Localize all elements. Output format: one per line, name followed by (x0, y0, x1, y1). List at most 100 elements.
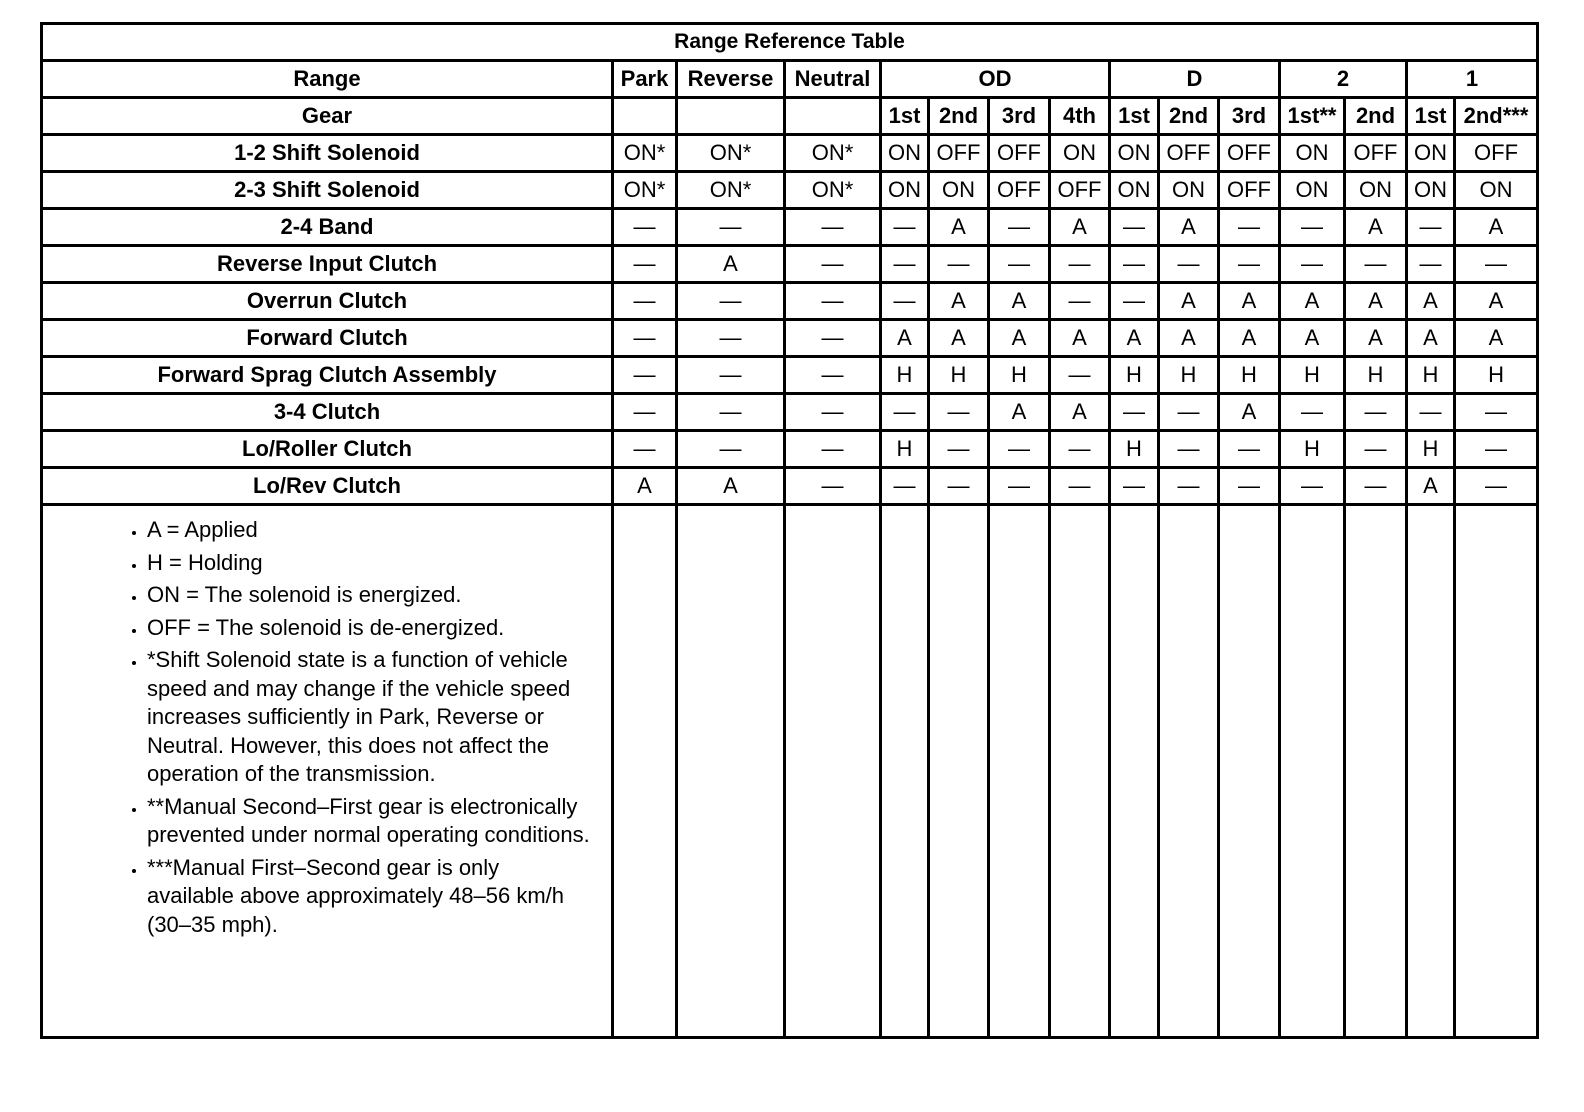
cell: A (987, 318, 1051, 358)
data-row: 1-2 Shift Solenoid ON* ON* ON* ON OFF OFF ON ON O… (40, 133, 1540, 173)
range-header: Park (611, 59, 678, 99)
row-label: Lo/Roller Clutch (40, 429, 614, 469)
cell: — (611, 429, 678, 469)
cell: — (987, 429, 1051, 469)
note: A = Applied (147, 516, 591, 545)
cell: — (987, 207, 1051, 247)
cell: — (1108, 466, 1160, 506)
empty-cell (783, 96, 882, 136)
empty-cell (675, 96, 786, 136)
cell: — (1108, 244, 1160, 284)
cell: A (1343, 318, 1408, 358)
row-label: Lo/Rev Clutch (40, 466, 614, 506)
range-reference-table: Range Reference Table Range Park Reverse Neu… (39, 22, 1540, 1039)
cell: H (987, 355, 1051, 395)
cell: — (611, 355, 678, 395)
gear-header: 2nd (927, 96, 990, 136)
cell: A (1452, 207, 1540, 247)
range-row: Range Park Reverse Neutral OD D 2 1 (40, 59, 1540, 99)
cell: A (1048, 392, 1111, 432)
empty-cell (1452, 503, 1540, 1039)
cell: A (879, 318, 930, 358)
empty-cell (1048, 503, 1111, 1039)
cell: OFF (987, 170, 1051, 210)
cell: — (879, 392, 930, 432)
cell: — (879, 466, 930, 506)
cell: — (783, 466, 882, 506)
row-label: 1-2 Shift Solenoid (40, 133, 614, 173)
cell: — (879, 281, 930, 321)
cell: ON* (675, 133, 786, 173)
cell: — (1108, 281, 1160, 321)
gear-header: 1st (879, 96, 930, 136)
cell: OFF (1343, 133, 1408, 173)
title-row: Range Reference Table (39, 22, 1540, 62)
note: ON = The solenoid is energized. (147, 581, 591, 610)
notes-list: A = Applied H = Holding ON = The solenoid … (45, 516, 592, 940)
range-header: D (1108, 59, 1281, 99)
empty-cell (1157, 503, 1220, 1039)
cell: — (1278, 466, 1346, 506)
cell: — (927, 466, 990, 506)
cell: ON (1405, 133, 1456, 173)
cell: — (1217, 244, 1281, 284)
data-row: Lo/Rev Clutch A A — — — — — — — — — — A — (40, 466, 1540, 506)
gear-label: Gear (40, 96, 614, 136)
cell: A (927, 281, 990, 321)
range-header: 1 (1404, 59, 1540, 99)
gear-header: 2nd (1343, 96, 1408, 136)
cell: — (1108, 392, 1160, 432)
cell: ON* (611, 170, 678, 210)
cell: — (1048, 244, 1111, 284)
cell: — (783, 429, 882, 469)
cell: — (1343, 466, 1408, 506)
row-label: 2-3 Shift Solenoid (40, 170, 614, 210)
cell: — (1217, 466, 1281, 506)
cell: A (1452, 281, 1540, 321)
cell: — (611, 318, 678, 358)
note: *Shift Solenoid state is a function of v… (147, 646, 591, 789)
range-header: Reverse (675, 59, 786, 99)
range-header: Neutral (783, 59, 882, 99)
cell: — (675, 355, 786, 395)
cell: — (1452, 466, 1540, 506)
gear-header: 3rd (1217, 96, 1281, 136)
note: ***Manual First–Second gear is only avai… (147, 854, 591, 940)
cell: H (1452, 355, 1540, 395)
notes-cell: A = Applied H = Holding ON = The solenoid … (40, 503, 614, 1039)
cell: — (783, 318, 882, 358)
cell: A (927, 318, 990, 358)
cell: ON (1278, 170, 1346, 210)
note: OFF = The solenoid is de-energized. (147, 614, 591, 643)
cell: — (1157, 392, 1220, 432)
cell: — (1048, 429, 1111, 469)
notes-row: A = Applied H = Holding ON = The solenoid … (40, 503, 1540, 1039)
cell: ON (1108, 133, 1160, 173)
cell: H (1157, 355, 1220, 395)
data-row: 3-4 Clutch — — — — — A A — — A — — — — (40, 392, 1540, 432)
cell: — (783, 392, 882, 432)
gear-header: 4th (1048, 96, 1111, 136)
cell: OFF (1452, 133, 1540, 173)
empty-cell (611, 96, 678, 136)
cell: — (1048, 281, 1111, 321)
cell: A (1157, 207, 1220, 247)
cell: — (1452, 244, 1540, 284)
cell: ON (1048, 133, 1111, 173)
cell: — (1048, 355, 1111, 395)
cell: ON* (675, 170, 786, 210)
cell: — (783, 281, 882, 321)
cell: A (1108, 318, 1160, 358)
note: **Manual Second–First gear is electronic… (147, 793, 591, 850)
cell: A (675, 244, 786, 284)
cell: — (783, 244, 882, 284)
cell: — (675, 318, 786, 358)
empty-cell (675, 503, 786, 1039)
cell: A (1048, 207, 1111, 247)
cell: ON (879, 133, 930, 173)
cell: A (675, 466, 786, 506)
cell: — (1157, 244, 1220, 284)
cell: ON (1278, 133, 1346, 173)
row-label: Forward Clutch (40, 318, 614, 358)
